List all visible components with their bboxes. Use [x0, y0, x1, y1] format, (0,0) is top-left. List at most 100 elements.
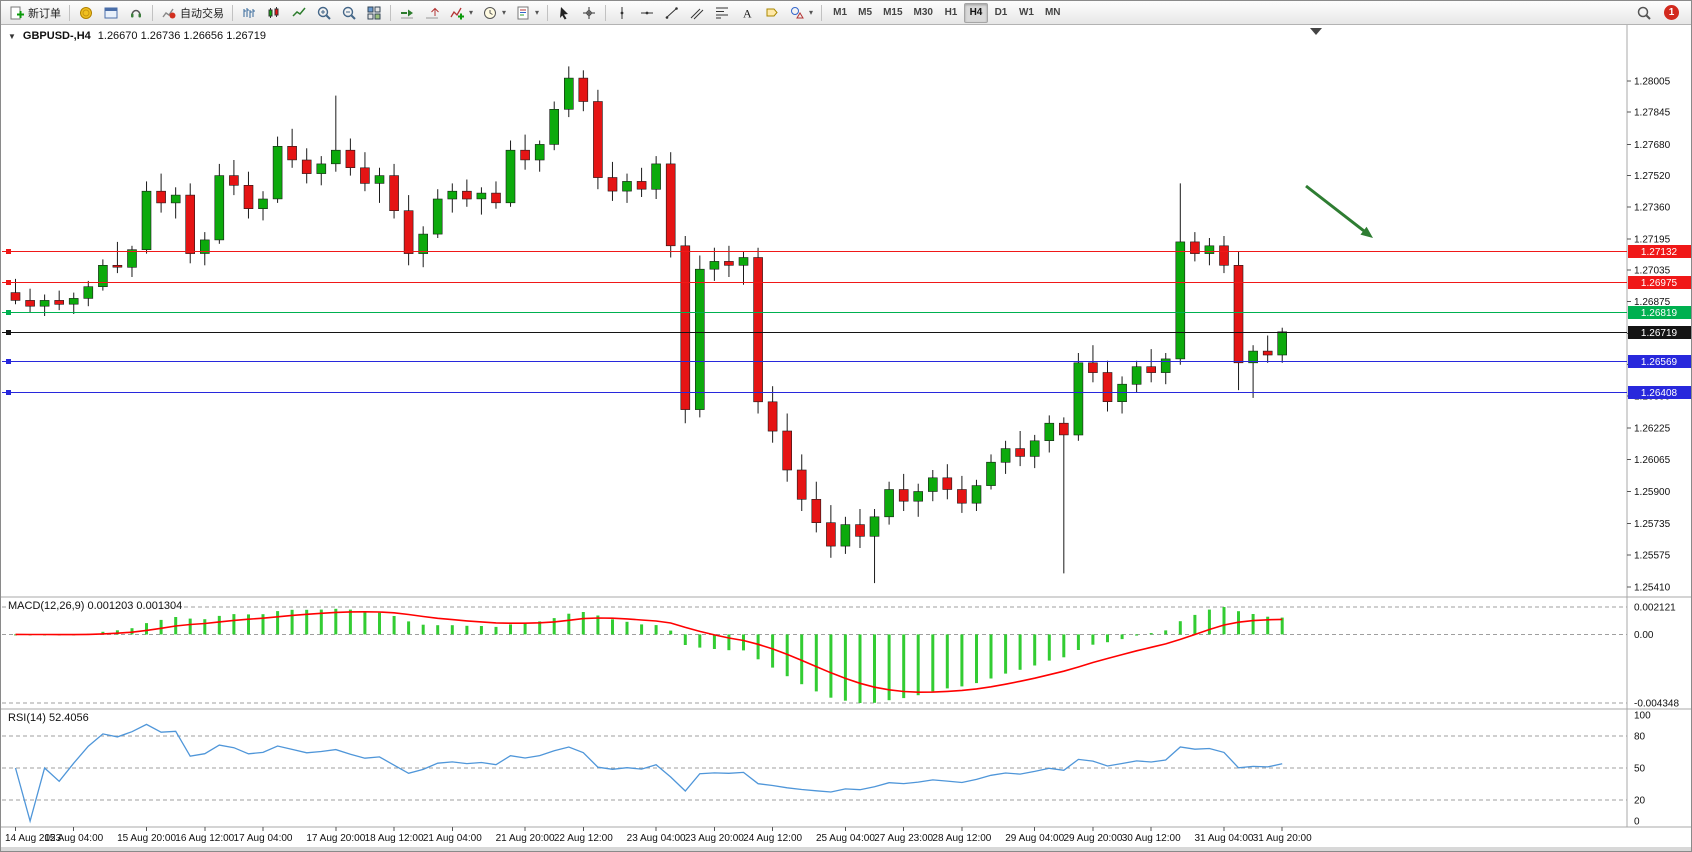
crosshair-button[interactable]	[577, 2, 601, 23]
chart-region[interactable]: ▼ GBPUSD-,H4 1.26670 1.26736 1.26656 1.2…	[1, 25, 1692, 852]
sound-button[interactable]	[124, 2, 148, 23]
timeframe-w1-button[interactable]: W1	[1014, 3, 1039, 23]
chart-canvas[interactable]: 1.28005 1.27845 1.27680 1.27520 1.27360 1.271…	[1, 25, 1692, 852]
macd-signal-line	[15, 610, 1283, 694]
svg-text:1.26819: 1.26819	[1641, 308, 1678, 319]
dropdown-arrow-icon[interactable]: ▾	[535, 8, 540, 17]
bars-icon	[241, 5, 257, 21]
symbol-period-label: GBPUSD-,H4	[22, 30, 91, 42]
svg-text:0.00: 0.00	[1634, 630, 1654, 641]
timeframe-m30-button[interactable]: M30	[909, 3, 938, 23]
zoom-out-icon	[341, 5, 357, 21]
horizontal-line-button[interactable]	[635, 2, 659, 23]
timeframe-d1-button[interactable]: D1	[989, 3, 1013, 23]
periods-button[interactable]: ▾	[478, 2, 510, 23]
svg-text:17 Aug 20:00: 17 Aug 20:00	[306, 833, 365, 844]
notifications-badge[interactable]: 1	[1664, 5, 1679, 20]
text-icon: A	[739, 5, 755, 21]
panel-frame	[1, 25, 1691, 851]
dropdown-arrow-icon[interactable]: ▾	[809, 8, 814, 17]
text-button[interactable]: A	[735, 2, 759, 23]
svg-text:1.28005: 1.28005	[1634, 77, 1671, 88]
svg-text:1.27132: 1.27132	[1641, 247, 1678, 258]
svg-text:100: 100	[1634, 711, 1651, 722]
vertical-line-button[interactable]	[610, 2, 634, 23]
timeframe-m1-button[interactable]: M1	[828, 3, 852, 23]
channel-icon	[689, 5, 705, 21]
horizontal-line-objects[interactable]	[2, 249, 1627, 395]
svg-text:23 Aug 20:00: 23 Aug 20:00	[685, 833, 744, 844]
toolbar-right-group: 1	[1632, 2, 1687, 23]
crosshair-icon	[581, 5, 597, 21]
shapes-button[interactable]: ▾	[785, 2, 817, 23]
svg-text:0: 0	[1634, 817, 1640, 828]
line-icon	[291, 5, 307, 21]
svg-text:1.25410: 1.25410	[1634, 583, 1671, 594]
svg-text:25 Aug 04:00: 25 Aug 04:00	[816, 833, 875, 844]
symbols-button[interactable]	[74, 2, 98, 23]
svg-text:1.25900: 1.25900	[1634, 487, 1671, 498]
dropdown-arrow-icon[interactable]: ▾	[502, 8, 507, 17]
svg-text:31 Aug 04:00: 31 Aug 04:00	[1195, 833, 1254, 844]
svg-text:29 Aug 20:00: 29 Aug 20:00	[1063, 833, 1122, 844]
macd-indicator-label: MACD(12,26,9) 0.001203 0.001304	[8, 600, 183, 612]
templates-button[interactable]: ▾	[511, 2, 543, 23]
cursor-button[interactable]	[552, 2, 576, 23]
svg-text:1.27195: 1.27195	[1634, 234, 1671, 245]
svg-text:1.27680: 1.27680	[1634, 140, 1671, 151]
line-chart-button[interactable]	[287, 2, 311, 23]
arrow-object[interactable]	[1305, 184, 1373, 238]
svg-text:1.27360: 1.27360	[1634, 202, 1671, 213]
channel-button[interactable]	[685, 2, 709, 23]
search-button[interactable]	[1632, 2, 1656, 23]
symbol-expand-icon[interactable]: ▼	[8, 31, 16, 41]
new-order-button[interactable]: 新订单	[5, 2, 65, 23]
timeframe-h1-button[interactable]: H1	[939, 3, 963, 23]
svg-text:28 Aug 12:00: 28 Aug 12:00	[932, 833, 991, 844]
svg-text:0.002121: 0.002121	[1634, 603, 1676, 614]
svg-text:24 Aug 12:00: 24 Aug 12:00	[743, 833, 802, 844]
coin-icon	[78, 5, 94, 21]
zoom-out-button[interactable]	[337, 2, 361, 23]
shift-icon	[424, 5, 440, 21]
toolbar-separator	[605, 4, 607, 21]
auto-trading-button[interactable]: 自动交易	[157, 2, 228, 23]
svg-text:1.27520: 1.27520	[1634, 171, 1671, 182]
text-label-button[interactable]	[760, 2, 784, 23]
macd-histogram	[14, 607, 1284, 703]
price-axis[interactable]: 1.28005 1.27845 1.27680 1.27520 1.27360 1.271…	[1627, 77, 1691, 828]
svg-text:1.26065: 1.26065	[1634, 455, 1671, 466]
toolbar-separator	[390, 4, 391, 21]
headset-icon	[128, 5, 144, 21]
svg-text:1.27845: 1.27845	[1634, 108, 1671, 119]
fibonacci-button[interactable]	[710, 2, 734, 23]
trendline-button[interactable]	[660, 2, 684, 23]
chart-shift-marker[interactable]	[1310, 28, 1322, 35]
chart-shift-button[interactable]	[420, 2, 444, 23]
autoscroll-icon	[399, 5, 415, 21]
timeframe-m15-button[interactable]: M15	[878, 3, 907, 23]
indicators-button[interactable]: ▾	[445, 2, 477, 23]
hline-icon	[639, 5, 655, 21]
svg-text:20: 20	[1634, 795, 1646, 806]
data-window-button[interactable]	[99, 2, 123, 23]
svg-text:29 Aug 04:00: 29 Aug 04:00	[1005, 833, 1064, 844]
toolbar: 新订单 自动交易 ▾ ▾ ▾ A ▾ M1 M5 M15 M30 H1 H4 D1 W1 MN 1	[1, 1, 1691, 25]
tile-windows-button[interactable]	[362, 2, 386, 23]
svg-text:1.25575: 1.25575	[1634, 550, 1671, 561]
svg-text:21 Aug 04:00: 21 Aug 04:00	[423, 833, 482, 844]
bar-chart-button[interactable]	[237, 2, 261, 23]
auto-scroll-button[interactable]	[395, 2, 419, 23]
zoom-in-button[interactable]	[312, 2, 336, 23]
ohlc-values: 1.26670 1.26736 1.26656 1.26719	[97, 30, 266, 42]
timeframe-mn-button[interactable]: MN	[1040, 3, 1066, 23]
rsi-line	[14, 723, 1283, 824]
svg-text:A: A	[743, 6, 752, 20]
svg-text:30 Aug 12:00: 30 Aug 12:00	[1122, 833, 1181, 844]
dropdown-arrow-icon[interactable]: ▾	[469, 8, 474, 17]
timeframe-m5-button[interactable]: M5	[853, 3, 877, 23]
candlestick-chart-button[interactable]	[262, 2, 286, 23]
timeframe-h4-button[interactable]: H4	[963, 2, 988, 23]
fibo-icon	[714, 5, 730, 21]
